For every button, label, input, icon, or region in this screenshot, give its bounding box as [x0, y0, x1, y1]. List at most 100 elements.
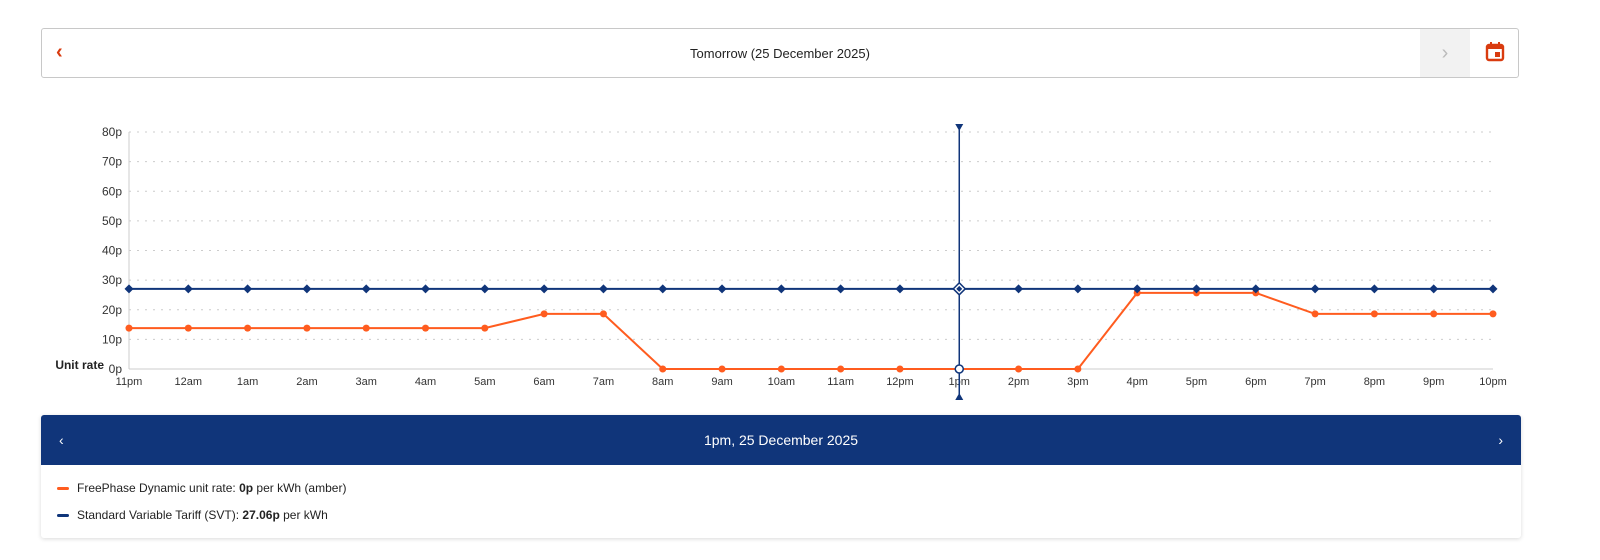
- freephase-point: [1489, 310, 1497, 318]
- legend-freephase: FreePhase Dynamic unit rate: 0p per kWh …: [57, 481, 346, 495]
- x-tick-label: 6am: [533, 376, 554, 388]
- freephase-point: [718, 365, 726, 373]
- freephase-point: [1311, 310, 1319, 318]
- tooltip-header: ‹ 1pm, 25 December 2025 ›: [41, 415, 1521, 465]
- legend-label: FreePhase Dynamic unit rate:: [77, 481, 240, 495]
- svt-point: [1073, 284, 1083, 294]
- next-slot-button[interactable]: ›: [1498, 432, 1503, 448]
- legend-suffix: per kWh (amber): [253, 481, 347, 495]
- freephase-swatch: [57, 487, 69, 491]
- svt-point: [1132, 284, 1142, 294]
- svt-point: [598, 284, 608, 294]
- previous-day-button[interactable]: ‹: [56, 41, 63, 63]
- freephase-point: [659, 365, 667, 373]
- calendar-icon[interactable]: [1485, 42, 1505, 62]
- freephase-point: [1370, 310, 1378, 318]
- x-tick-label: 9pm: [1423, 376, 1444, 388]
- svt-point: [1369, 284, 1379, 294]
- x-tick-label: 11am: [827, 376, 854, 388]
- svt-swatch: [57, 514, 69, 518]
- svt-point: [539, 284, 549, 294]
- tooltip-panel: ‹ 1pm, 25 December 2025 › FreePhase Dyna…: [41, 415, 1521, 538]
- x-tick-label: 7am: [593, 376, 614, 388]
- y-tick-label: 40p: [102, 244, 122, 258]
- svt-point: [421, 284, 431, 294]
- legend-suffix: per kWh: [279, 508, 328, 522]
- next-day-button[interactable]: ›: [1420, 29, 1470, 77]
- y-tick-label: 80p: [102, 125, 122, 139]
- svt-point: [1251, 284, 1261, 294]
- series-line-freephase: [129, 291, 1493, 370]
- x-tick-label: 9am: [711, 376, 732, 388]
- legend-value: 0p: [239, 481, 254, 495]
- x-tick-label: 7pm: [1304, 376, 1325, 388]
- y-tick-label: 20p: [102, 303, 122, 317]
- svt-point: [836, 284, 846, 294]
- crosshair-top-marker: [955, 124, 964, 131]
- crosshair-bottom-marker: [955, 393, 964, 400]
- svt-point: [183, 284, 193, 294]
- x-tick-label: 5pm: [1186, 376, 1207, 388]
- y-tick-label: 10p: [102, 332, 122, 346]
- x-tick-label: 3pm: [1067, 376, 1088, 388]
- legend-label: Standard Variable Tariff (SVT):: [77, 508, 243, 522]
- svt-point: [717, 284, 727, 294]
- x-tick-label: 1am: [237, 376, 258, 388]
- freephase-point: [599, 310, 607, 318]
- svt-point: [1014, 284, 1024, 294]
- freephase-point: [422, 324, 430, 332]
- y-tick-label: 50p: [102, 214, 122, 228]
- y-tick-label: 70p: [102, 155, 122, 169]
- x-tick-label: 8am: [652, 376, 673, 388]
- freephase-point: [184, 324, 192, 332]
- freephase-point: [303, 324, 311, 332]
- legend-svt: Standard Variable Tariff (SVT): 27.06p p…: [57, 508, 328, 522]
- svt-point: [243, 284, 253, 294]
- y-axis-label: Unit rate: [55, 358, 104, 372]
- unit-rate-chart[interactable]: 0p 10p 20p 30p 40p 50p 60p 70p 80p Unit rate 11pm 1…: [0, 110, 1600, 410]
- previous-slot-button[interactable]: ‹: [59, 432, 64, 448]
- freephase-point: [540, 310, 548, 318]
- svt-point: [1310, 284, 1320, 294]
- freephase-point: [896, 365, 904, 373]
- svt-point: [302, 284, 312, 294]
- svt-point: [1429, 284, 1439, 294]
- freephase-point: [954, 364, 965, 374]
- svt-point: [658, 284, 668, 294]
- freephase-point: [837, 365, 845, 373]
- x-tick-label: 12pm: [886, 376, 914, 388]
- svt-point-inner: [956, 285, 963, 292]
- date-title: Tomorrow (25 December 2025): [690, 46, 870, 61]
- freephase-point: [1430, 310, 1438, 318]
- x-tick-label: 8pm: [1364, 376, 1385, 388]
- svt-point: [776, 284, 786, 294]
- x-tick-label: 4am: [415, 376, 436, 388]
- freephase-point: [125, 324, 133, 332]
- x-tick-label: 5am: [474, 376, 495, 388]
- x-tick-label: 10pm: [1479, 376, 1507, 388]
- x-tick-label: 11pm: [116, 376, 143, 388]
- freephase-point: [244, 324, 252, 332]
- x-tick-label: 2pm: [1008, 376, 1029, 388]
- y-tick-label: 60p: [102, 184, 122, 198]
- date-navigator: ‹ Tomorrow (25 December 2025) ›: [41, 28, 1519, 78]
- freephase-point: [1015, 365, 1023, 373]
- tooltip-title: 1pm, 25 December 2025: [703, 432, 859, 448]
- svt-point: [480, 284, 490, 294]
- svt-point: [895, 284, 905, 294]
- x-tick-label: 4pm: [1126, 376, 1147, 388]
- y-tick-label: 0p: [109, 362, 123, 376]
- freephase-point: [1074, 365, 1082, 373]
- svt-point: [1488, 284, 1498, 294]
- x-tick-label: 3am: [356, 376, 377, 388]
- svt-point: [124, 284, 134, 294]
- svt-point: [1191, 284, 1201, 294]
- freephase-point: [777, 365, 785, 373]
- legend-value: 27.06p: [242, 508, 280, 522]
- x-tick-label: 2am: [296, 376, 317, 388]
- x-tick-label: 10am: [768, 376, 796, 388]
- x-tick-label: 12am: [175, 376, 203, 388]
- freephase-point: [481, 324, 489, 332]
- y-tick-label: 30p: [102, 273, 122, 287]
- x-tick-label: 6pm: [1245, 376, 1266, 388]
